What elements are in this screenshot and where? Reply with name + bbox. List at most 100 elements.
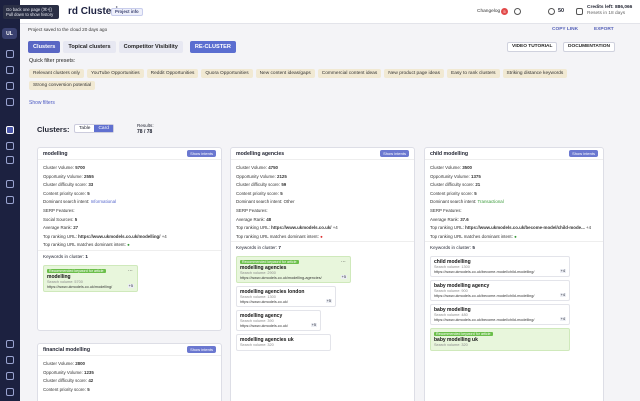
top-url[interactable]: https://www.ukmodels.co.uk/	[271, 225, 332, 231]
opportunity-volume: 1235	[84, 369, 94, 375]
card-view-button[interactable]: Card	[94, 125, 113, 132]
metric-label: Cluster difficulty score:	[430, 182, 475, 188]
keyword-url[interactable]: https://www.ukmodels.co.uk/become-model/…	[434, 294, 535, 299]
video-tutorial-button[interactable]: VIDEO TUTORIAL	[507, 42, 558, 52]
eye-icon[interactable]	[6, 180, 14, 188]
metric-label: Social Sources:	[43, 216, 74, 222]
keyword-url[interactable]: https://www.ukmodels.co.uk/	[240, 324, 288, 329]
bell-icon[interactable]	[548, 8, 555, 15]
show-filters-link[interactable]: Show filters	[29, 100, 55, 106]
keyword-item[interactable]: baby modelling agency Search volume: 900…	[430, 280, 570, 302]
cluster-card: modelling Show intents Cluster Volume: 5…	[37, 147, 222, 331]
difficulty-score: 21	[475, 182, 481, 188]
document-icon[interactable]	[6, 142, 14, 150]
logo[interactable]: UL	[2, 28, 17, 39]
minus-icon[interactable]	[6, 356, 14, 364]
recluster-button[interactable]: RE-CLUSTER	[189, 41, 236, 53]
cluster-name: child modelling	[430, 150, 469, 157]
keyword-url[interactable]: https://www.ukmodels.co.uk/become-model/…	[434, 318, 535, 323]
difficulty-score: 42	[88, 378, 94, 384]
recommended-badge: Recommended keyword for article	[240, 260, 299, 265]
plus-count: +5	[127, 283, 134, 288]
show-intents-button[interactable]: Show intents	[380, 150, 409, 157]
keyword-url[interactable]: https://www.ukmodels.co.uk/modelling-age…	[240, 276, 322, 281]
back-tooltip: Go back one page (⌘+[) Pull down to show…	[3, 5, 59, 19]
top-url[interactable]: https://www.ukmodels.co.uk/become-model/…	[465, 225, 585, 231]
tab-clusters[interactable]: Clusters	[28, 41, 61, 53]
cluster-volume: 3500	[462, 165, 473, 170]
priority-score: 5	[474, 190, 477, 196]
keyword-name: modelling agencies london	[240, 289, 305, 296]
show-intents-button[interactable]: Show intents	[187, 346, 216, 353]
preset-striking[interactable]: Striking distance keywords	[502, 69, 568, 78]
top-url[interactable]: https://www.ukmodels.co.uk/modelling/	[78, 233, 161, 239]
keyword-item[interactable]: modelling agencies london Search volume:…	[236, 286, 336, 308]
settings-icon[interactable]	[6, 82, 14, 90]
preset-conversion[interactable]: Strong conversion potential	[29, 81, 96, 90]
keyword-volume: Search volume: 5700	[47, 279, 83, 284]
keyword-volume: Search volume: 1300	[434, 265, 470, 270]
page-title: rd Clustering	[68, 6, 131, 17]
wand-icon[interactable]	[6, 156, 14, 164]
keyword-item[interactable]: Recommended keyword for article baby mod…	[430, 328, 570, 352]
credits-info: Credits left: 886,066 Resets in 18 days	[587, 5, 632, 17]
more-icon[interactable]: ⋯	[128, 267, 133, 274]
cluster-volume: 2800	[75, 361, 86, 366]
preset-easy-rank[interactable]: Easy to rank clusters	[447, 69, 500, 78]
keyword-item[interactable]: child modelling Search volume: 1300 http…	[430, 256, 570, 278]
preset-commercial[interactable]: Commercial content ideas	[317, 69, 382, 78]
export-button[interactable]: EXPORT	[594, 27, 614, 32]
preset-new-content[interactable]: New content ideas/gaps	[255, 69, 315, 78]
documentation-button[interactable]: DOCUMENTATION	[563, 42, 615, 52]
metric-label: Content priority score:	[430, 190, 473, 196]
plus-count: +4	[559, 269, 566, 274]
user-icon[interactable]	[6, 388, 14, 396]
tooltip-line1: Go back one page (⌘+[)	[6, 7, 52, 12]
keywords-label: Keywords in cluster:	[43, 253, 85, 259]
gear-icon[interactable]	[6, 98, 14, 106]
metric-label: Opportunity Volume:	[236, 173, 276, 179]
project-info-button[interactable]: Project info	[111, 8, 143, 16]
metric-label: Cluster difficulty score:	[43, 182, 88, 188]
preset-product-page[interactable]: New product page ideas	[384, 69, 444, 78]
keyword-item[interactable]: baby modelling Search volume: 480 https:…	[430, 304, 570, 326]
settings-icon[interactable]	[514, 8, 521, 15]
star-icon[interactable]	[6, 372, 14, 380]
plus-count: +4	[559, 293, 566, 298]
preset-quora[interactable]: Quora Opportunities	[201, 69, 253, 78]
difficulty-score: 59	[281, 182, 287, 188]
metric-label: SERP Features:	[430, 207, 462, 213]
tab-competitor-visibility[interactable]: Competitor Visibility	[118, 41, 183, 53]
keyword-url[interactable]: https://www.ukmodels.co.uk/become-model/…	[434, 270, 535, 275]
opportunity-volume: 1375	[471, 173, 481, 179]
keyword-volume: Search volume: 480	[434, 313, 468, 318]
home-icon[interactable]	[6, 50, 14, 58]
keyword-item[interactable]: modelling agency Search volume: 390 http…	[236, 310, 321, 332]
preset-relevant[interactable]: Relevant clusters only	[29, 69, 84, 78]
keyword-name: modelling	[47, 273, 71, 280]
keyword-item[interactable]: modelling agencies uk Search volume: 320	[236, 334, 331, 352]
table-view-button[interactable]: Table	[79, 126, 91, 131]
preset-youtube[interactable]: YouTube Opportunities	[86, 69, 144, 78]
keyword-item[interactable]: Recommended keyword for article modellin…	[236, 256, 351, 284]
keyword-item[interactable]: Recommended keyword for article modellin…	[43, 264, 138, 292]
topbar: rd Clustering Project info Changelog 5 5…	[20, 0, 640, 24]
changelog-link[interactable]: Changelog	[477, 9, 501, 14]
preset-reddit[interactable]: Reddit Opportunities	[146, 69, 199, 78]
intent-value: Other	[283, 199, 295, 205]
shield-icon[interactable]	[6, 196, 14, 204]
show-intents-button[interactable]: Show intents	[569, 150, 598, 157]
tab-topical-clusters[interactable]: Topical clusters	[63, 41, 116, 53]
clusters-nav-icon[interactable]	[6, 66, 14, 74]
copy-link-button[interactable]: COPY LINK	[552, 27, 579, 32]
list-icon[interactable]	[6, 126, 14, 134]
more-icon[interactable]: ⋯	[341, 259, 346, 266]
plus-count: +5	[310, 323, 317, 328]
metric-label: Dominant search intent:	[43, 199, 90, 205]
keyword-url[interactable]: https://www.ukmodels.co.uk/modelling/	[47, 284, 113, 289]
help-icon[interactable]	[6, 340, 14, 348]
keyword-url[interactable]: https://www.ukmodels.co.uk/	[240, 300, 288, 305]
metric-label: Content priority score:	[43, 190, 86, 196]
show-intents-button[interactable]: Show intents	[187, 150, 216, 157]
keyword-volume: Search volume: 2900	[240, 271, 276, 276]
